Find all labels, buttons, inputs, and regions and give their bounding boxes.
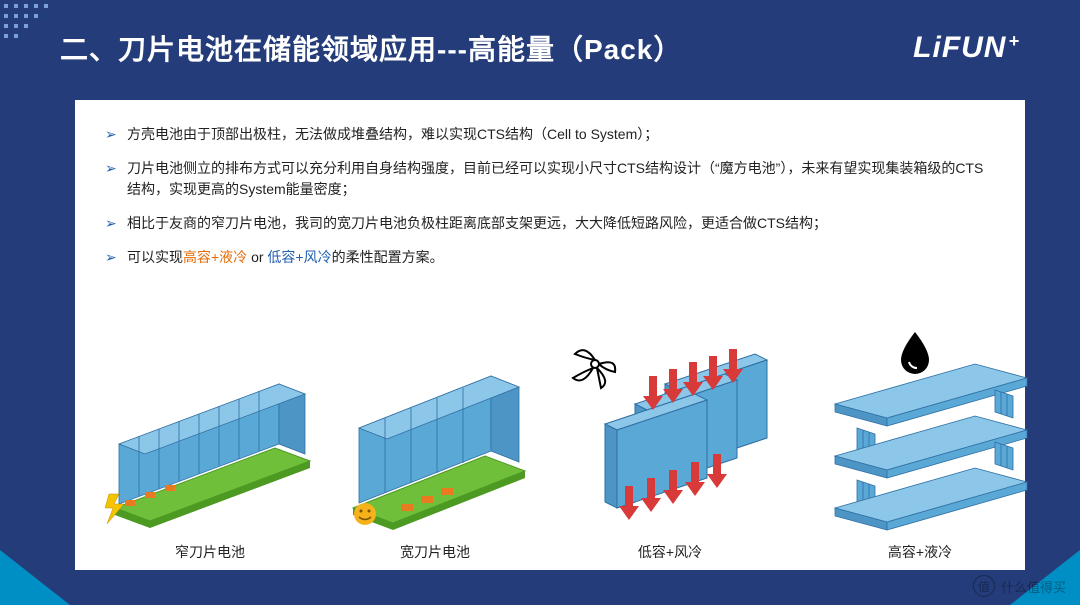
- caption-liquid: 高容+液冷: [888, 542, 952, 562]
- header: 二、刀片电池在储能领域应用---高能量（Pack） LiFUN +: [0, 0, 1080, 78]
- diagram-air-cooling: 低容+风冷: [555, 336, 785, 562]
- diagram-narrow-blade: 窄刀片电池: [105, 356, 315, 562]
- watermark-text: 什么值得买: [1001, 577, 1066, 596]
- logo-text: LiFUN: [913, 31, 1006, 65]
- diagram-liquid-cooling: 高容+液冷: [805, 326, 1035, 562]
- bullet-2: 刀片电池侧立的排布方式可以充分利用自身结构强度，目前已经可以实现小尺寸CTS结构…: [105, 158, 995, 201]
- bullet-1: 方壳电池由于顶部出极柱，无法做成堆叠结构，难以实现CTS结构（Cell to S…: [105, 124, 995, 146]
- diagram-row: 窄刀片电池: [105, 322, 995, 562]
- caption-narrow: 窄刀片电池: [175, 542, 245, 562]
- page-title: 二、刀片电池在储能领域应用---高能量（Pack）: [60, 28, 682, 68]
- logo-plus: +: [1008, 31, 1020, 52]
- corner-dots: [0, 0, 60, 48]
- bullet-list: 方壳电池由于顶部出极柱，无法做成堆叠结构，难以实现CTS结构（Cell to S…: [105, 124, 995, 268]
- smiley-icon: [354, 503, 376, 525]
- bullet-4: 可以实现高容+液冷 or 低容+风冷的柔性配置方案。: [105, 247, 995, 269]
- wide-blade-svg: [335, 356, 535, 536]
- caption-air: 低容+风冷: [638, 542, 702, 562]
- bullet-3: 相比于友商的窄刀片电池，我司的宽刀片电池负极柱距离底部支架更远，大大降低短路风险…: [105, 213, 995, 235]
- fan-icon: [573, 350, 615, 388]
- diagram-wide-blade: 宽刀片电池: [335, 356, 535, 562]
- watermark: 值 什么值得买: [973, 575, 1066, 597]
- watermark-icon: 值: [973, 575, 995, 597]
- narrow-blade-svg: [105, 356, 315, 536]
- content-panel: 方壳电池由于顶部出极柱，无法做成堆叠结构，难以实现CTS结构（Cell to S…: [75, 100, 1025, 570]
- logo: LiFUN +: [913, 31, 1020, 65]
- corner-triangle-bl: [0, 550, 70, 605]
- air-cooling-svg: [555, 336, 785, 536]
- liquid-cooling-svg: [805, 326, 1035, 536]
- caption-wide: 宽刀片电池: [400, 542, 470, 562]
